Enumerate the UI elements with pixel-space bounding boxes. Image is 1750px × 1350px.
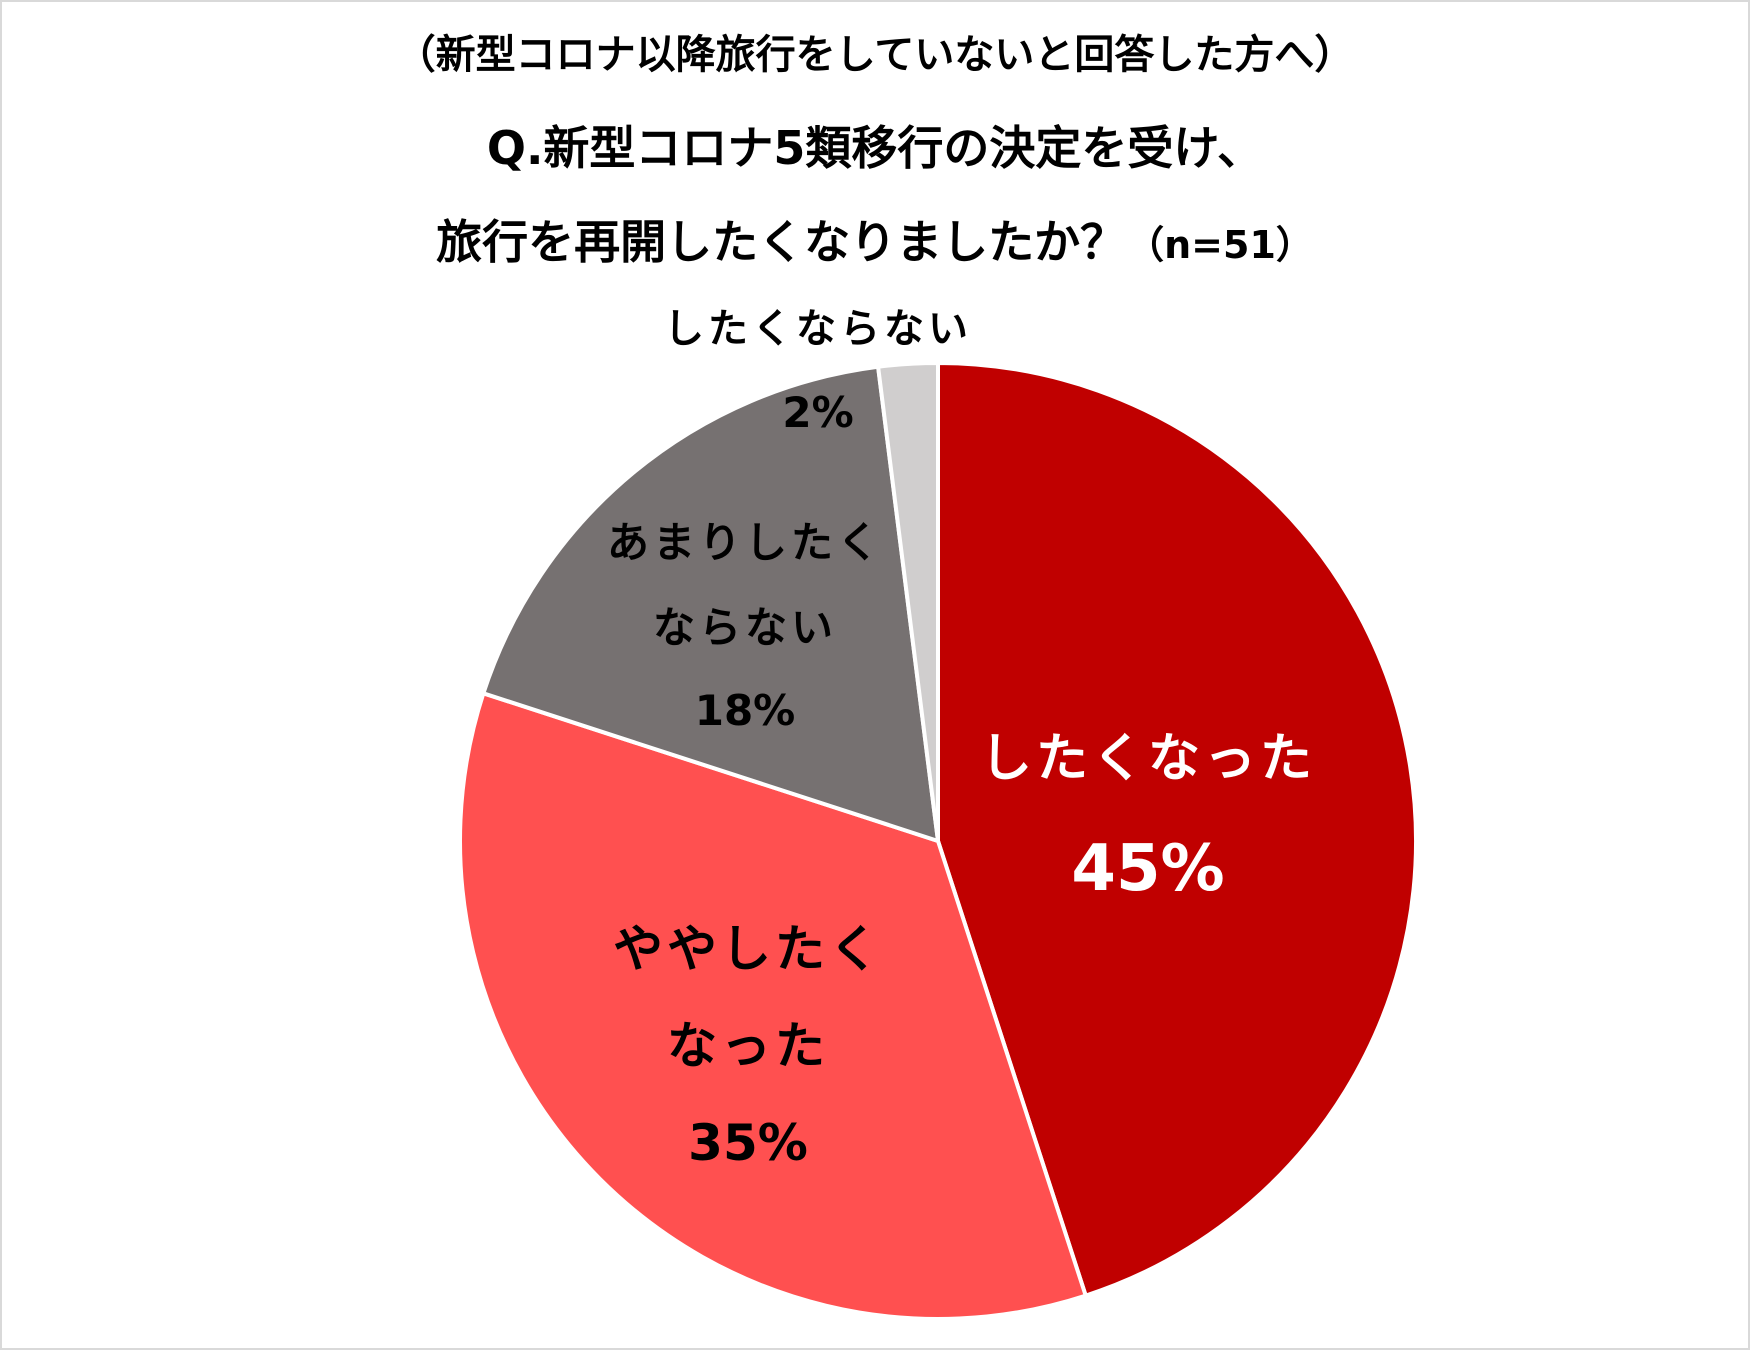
chart-subtitle: （新型コロナ以降旅行をしていないと回答した方へ） [395, 32, 1355, 78]
slice-label-3-line-2: ならない [653, 603, 837, 652]
chart-question-line2: 旅行を再開したくなりましたか？（n=51） [0, 206, 1750, 272]
slice-value-3: 18% [695, 686, 796, 735]
chart-question-text: 旅行を再開したくなりましたか？ [436, 215, 1127, 269]
sample-size: （n=51） [1126, 223, 1314, 267]
pie-slice-3 [481, 364, 940, 843]
slice-value-2: 35% [688, 1114, 808, 1172]
slice-value-4: 2% [782, 388, 853, 437]
slice-label-3-line-1: あまりしたく [607, 518, 883, 567]
pie-slice-2 [458, 691, 1088, 1321]
slice-label-4-line-1: したくならない [664, 306, 972, 352]
slice-value-1: 45% [1071, 832, 1224, 906]
pie-slice-4 [876, 361, 940, 843]
slice-label-2-line-2: なった [667, 1017, 829, 1075]
chart-question: Q.新型コロナ5類移行の決定を受け、 [486, 121, 1264, 175]
slice-label-1-line-1: したくなった [980, 729, 1316, 789]
pie-slice-1 [936, 361, 1418, 1298]
slice-label-2-line-1: ややしたく [613, 920, 883, 978]
